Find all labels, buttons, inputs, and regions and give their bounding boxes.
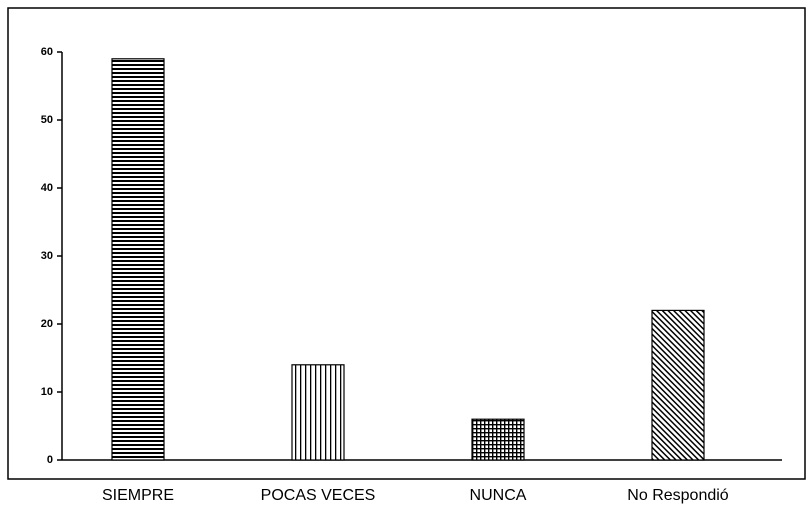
y-tick-label: 40 (41, 182, 53, 194)
x-tick-label: No Respondió (627, 487, 729, 504)
y-tick-label: 10 (41, 386, 53, 398)
chart-frame (7, 7, 806, 480)
bar (111, 58, 165, 461)
bar (291, 364, 345, 461)
bar (651, 309, 705, 461)
y-tick-label: 0 (47, 454, 53, 466)
y-tick-label: 50 (41, 114, 53, 126)
y-tick-label: 20 (41, 318, 53, 330)
x-tick-label: POCAS VECES (261, 487, 376, 504)
x-tick-label: NUNCA (470, 487, 527, 504)
bar (471, 418, 525, 461)
y-tick-label: 60 (41, 46, 53, 58)
x-tick-label: SIEMPRE (102, 487, 174, 504)
y-tick-label: 30 (41, 250, 53, 262)
